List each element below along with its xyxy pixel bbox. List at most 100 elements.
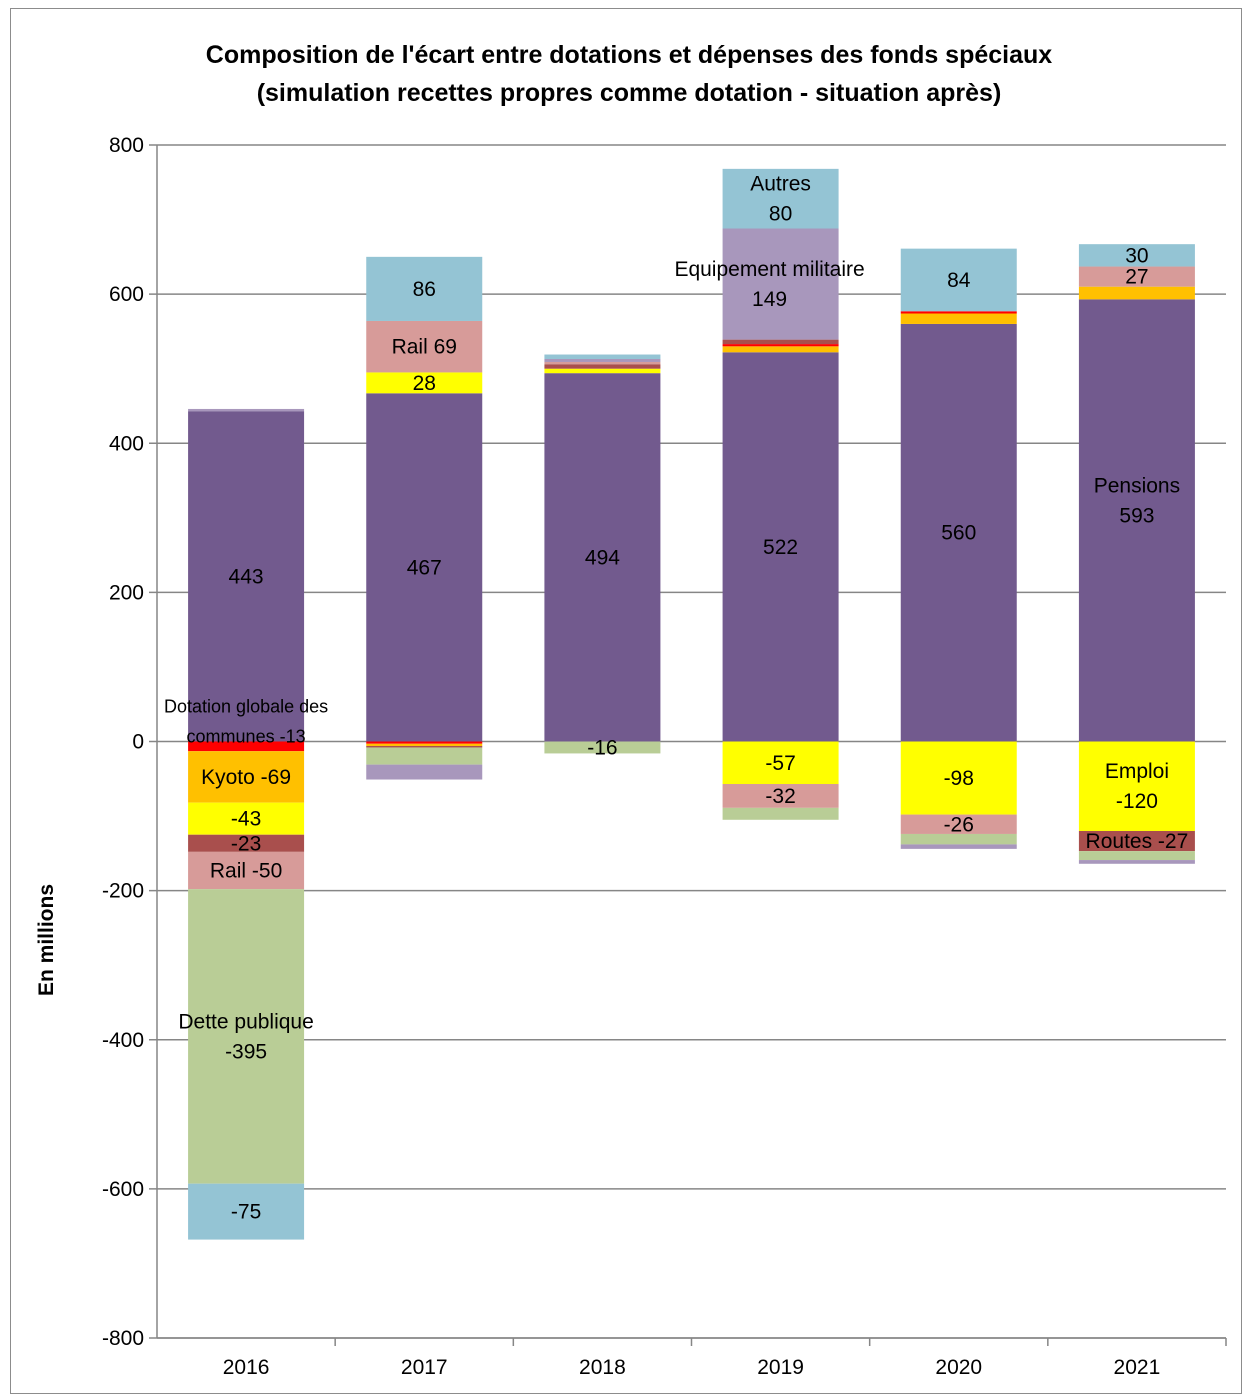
bar-segment [188,851,305,890]
bar-segment [366,743,483,746]
bar-segment [188,408,305,412]
bar-segment [366,372,483,394]
data-label: Emploi -120 [1105,760,1169,813]
data-label: Rail 69 [392,336,457,359]
data-label: Equipement militaire 149 [674,258,864,311]
bar-segment [544,741,661,754]
data-label: Autres 80 [750,173,811,226]
data-label: Rail -50 [210,859,282,882]
y-tick-label: 0 [132,731,144,754]
data-labels: 443 Dotation globale des communes -13 Kyoto… [164,173,1188,1224]
bar-segment [722,741,839,785]
axes [149,144,1227,1346]
bar-segment [366,320,483,373]
tick-labels: 800 600 400 200 0 -200 -400 -600 -800 2016 2017 201… [102,134,1160,1379]
bar-segment [366,747,483,765]
bar-segment [1078,299,1195,742]
bar-segment [188,411,305,742]
bar-segment [188,889,305,1184]
bar-segment [1078,851,1195,861]
data-label: 522 [763,536,798,559]
bar-segment [1078,860,1195,864]
data-label: 467 [407,556,442,579]
bar-segment [900,313,1017,324]
data-label: -26 [944,813,974,836]
y-tick-label: 800 [109,134,144,157]
data-label: -98 [944,767,974,790]
y-tick-label: 600 [109,283,144,306]
bar-segment [544,368,661,374]
bar-segment [1078,244,1195,267]
bar-segment [188,834,305,852]
y-tick-label: -400 [102,1029,144,1052]
y-tick-label: 400 [109,432,144,455]
y-tick-label: -800 [102,1327,144,1350]
data-label: 27 [1125,266,1148,289]
bar-segment [722,807,839,820]
bar-segment [188,802,305,835]
bar-segment [900,311,1017,314]
bar-segment [366,745,483,748]
bar-segment [544,358,661,362]
bar-segment [722,784,839,808]
bar-segment [544,364,661,369]
data-label: -23 [231,832,261,855]
x-tick-label: 2018 [579,1356,626,1379]
bar-segment [188,741,305,752]
x-tick-label: 2020 [935,1356,982,1379]
bar-segment [900,814,1017,834]
bar-segment [366,256,483,321]
bar-segment [366,764,483,780]
data-label: -43 [231,808,261,831]
data-label: -57 [765,752,795,775]
data-label: 443 [229,565,264,588]
bar-segment [722,168,839,229]
data-label: 494 [585,546,620,569]
x-tick-label: 2019 [757,1356,804,1379]
bar-segment [1078,830,1195,852]
bar-segment [1078,266,1195,287]
bar-segment [544,361,661,365]
bar-segment [1078,286,1195,300]
x-tick-label: 2021 [1114,1356,1161,1379]
data-label: 28 [413,372,436,395]
bars [188,168,1195,1240]
bar-segment [722,346,839,353]
data-label: Dette publique -395 [178,1010,313,1063]
data-label: Kyoto -69 [201,766,291,789]
data-label: Pensions 593 [1094,474,1180,527]
data-label: -32 [765,785,795,808]
bar-segment [900,323,1017,742]
bar-segment [900,844,1017,849]
data-label: 560 [941,522,976,545]
data-label: 86 [413,278,436,301]
bar-segment [722,228,839,340]
y-axis-label: En millions [35,884,58,996]
data-label: 84 [947,269,971,292]
bar-segment [722,344,839,347]
x-tick-label: 2016 [223,1356,270,1379]
bar-segment [544,373,661,742]
bar-segment [900,833,1017,845]
y-tick-label: -200 [102,880,144,903]
chart-title: Composition de l'écart entre dotations e… [206,41,1053,69]
data-label: -75 [231,1201,261,1224]
chart-subtitle: (simulation recettes propres comme dotat… [257,79,1002,107]
bar-segment [366,741,483,744]
y-tick-label: -600 [102,1178,144,1201]
bar-segment [188,751,305,803]
y-tick-label: 200 [109,581,144,604]
bar-segment [1078,741,1195,831]
data-label: Dotation globale des communes -13 [164,696,328,746]
data-label: Routes -27 [1086,830,1189,853]
bar-segment [366,393,483,742]
bar-segment [900,248,1017,312]
bar-segment [188,1183,305,1240]
data-label: -16 [587,736,617,759]
data-label: 30 [1125,244,1148,267]
bar-segment [900,741,1017,815]
gridlines [157,144,1226,1339]
bar-segment [544,354,661,359]
bar-segment [722,339,839,345]
